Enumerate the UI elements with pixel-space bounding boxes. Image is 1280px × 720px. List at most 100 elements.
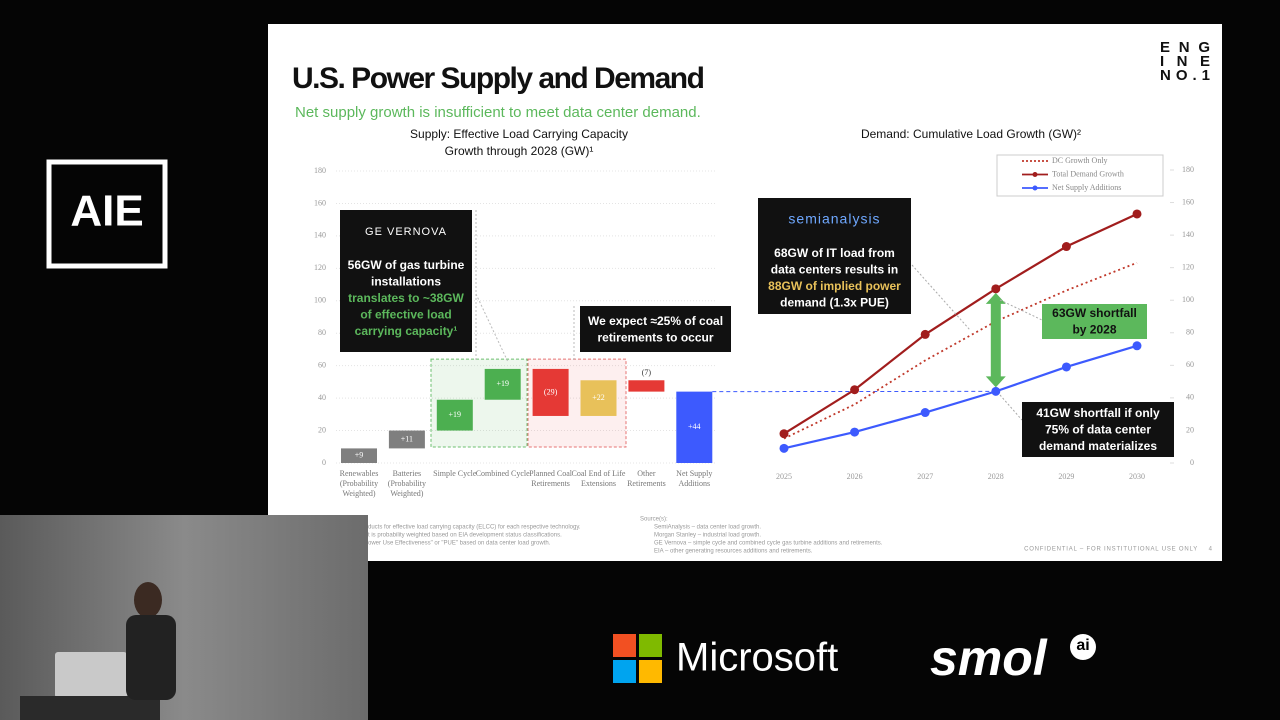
y-tick-label: 140 — [314, 231, 326, 240]
callout-text: retirements to occur — [597, 331, 713, 345]
bar — [628, 380, 665, 392]
footnote: ower Use Effectiveness" or "PUE" based o… — [368, 541, 551, 547]
callout-brand: GE VERNOVA — [365, 226, 447, 238]
chart-title: Supply: Effective Load Carrying Capacity — [410, 127, 628, 141]
y-tick-label: 40 — [1186, 393, 1194, 402]
x-tick-label: 2025 — [776, 472, 792, 481]
y-tick-label: 0 — [1190, 458, 1194, 467]
point — [991, 386, 1001, 396]
y-tick-label: 160 — [1182, 197, 1194, 206]
value-label: +11 — [401, 434, 413, 443]
callout-brand: semianalysis — [788, 211, 880, 227]
legend-label: Total Demand Growth — [1052, 169, 1124, 178]
footnote: t is probability weighted based on EIA d… — [368, 533, 562, 539]
x-tick-label: 2026 — [847, 472, 863, 481]
point — [850, 427, 860, 437]
speaker-body — [126, 615, 176, 700]
value-label: +9 — [355, 451, 364, 460]
legend-marker — [1032, 185, 1038, 191]
x-tick-label: 2027 — [917, 472, 933, 481]
chart-title: Growth through 2028 (GW)¹ — [445, 144, 594, 158]
y-tick-label: 80 — [318, 328, 326, 337]
callout-box — [340, 210, 472, 352]
legend-label: Net Supply Additions — [1052, 183, 1121, 192]
series-line — [783, 212, 1138, 435]
callout-leader — [999, 394, 1023, 421]
y-tick-label: 180 — [1182, 165, 1194, 174]
ms-logo-red — [613, 634, 636, 657]
callout-text: of effective load — [360, 308, 451, 322]
value-label: +19 — [496, 379, 509, 388]
slide-subtitle: Net supply growth is insufficient to mee… — [295, 104, 701, 121]
callout-text: 56GW of gas turbine — [348, 258, 465, 272]
x-tick-label-text: Net Supply Additions — [676, 469, 713, 488]
point — [920, 408, 930, 418]
bar — [484, 368, 521, 400]
source: SemiAnalysis – data center load growth. — [654, 525, 761, 531]
bar — [580, 380, 617, 416]
callout-text: 75% of data center — [1045, 423, 1151, 437]
callout-box — [580, 306, 731, 352]
x-tick-label-text: Coal End of Life Extensions — [571, 469, 626, 488]
callout-box — [758, 198, 911, 314]
y-tick-label: 120 — [314, 263, 326, 272]
callout-leader — [475, 293, 509, 363]
charts: Supply: Effective Load Carrying Capacity… — [314, 127, 1194, 498]
point — [850, 385, 860, 395]
callout-text: 63GW shortfall — [1052, 306, 1137, 320]
y-tick-label: 100 — [1182, 295, 1194, 304]
confidential: CONFIDENTIAL – FOR INSTITUTIONAL USE ONL… — [1024, 547, 1198, 553]
callout-text: installations — [371, 275, 441, 289]
callout-text: by 2028 — [1072, 323, 1116, 337]
value-label: (7) — [642, 368, 652, 377]
y-tick-label: 180 — [314, 166, 326, 175]
footnote: ducts for effective load carrying capaci… — [368, 525, 581, 531]
sponsor-microsoft: Microsoft — [676, 636, 838, 680]
shortfall-arrow — [990, 302, 1001, 378]
x-tick-label: Simple Cycle — [433, 469, 476, 478]
source: GE Vernova – simple cycle and combined c… — [654, 541, 883, 547]
callout-text: 68GW of IT load from — [774, 246, 895, 260]
point — [1132, 209, 1142, 219]
y-tick-label: 140 — [1182, 230, 1194, 239]
x-tick-label-text: Planned Coal Retirements — [529, 469, 573, 488]
ms-logo-green — [639, 634, 662, 657]
sponsor-smol: smol — [930, 630, 1048, 686]
slide-title: U.S. Power Supply and Demand — [292, 62, 704, 95]
callout-text: translates to ~38GW — [348, 291, 464, 305]
ai-badge — [1070, 634, 1096, 660]
x-tick-label-text: Renewables (Probability Weighted) — [339, 469, 379, 498]
ms-logo-blue — [613, 660, 636, 683]
y-tick-label: 20 — [318, 425, 326, 434]
y-tick-label: 40 — [318, 393, 326, 402]
x-tick-label: 2028 — [988, 472, 1004, 481]
arrow-head — [985, 292, 1006, 304]
point — [991, 284, 1001, 294]
bar — [341, 448, 377, 463]
x-tick-label-text: Other Retirements — [627, 469, 666, 488]
value-label: +22 — [592, 393, 605, 402]
point — [920, 329, 930, 339]
logo-line: NO.1 — [1160, 67, 1210, 84]
speaker — [134, 582, 162, 618]
legend-frame — [996, 154, 1164, 197]
x-tick-label: Net Supply Additions — [676, 469, 713, 488]
page-number: 4 — [1209, 547, 1213, 553]
y-tick-label: 120 — [1182, 262, 1194, 271]
callout-text: 88GW of implied power — [768, 279, 901, 293]
point — [1061, 242, 1071, 252]
series-line — [783, 344, 1138, 450]
arrow-head — [985, 376, 1006, 388]
callout-text: carrying capacity¹ — [355, 324, 458, 338]
y-tick-label: 160 — [314, 198, 326, 207]
y-tick-label: 100 — [314, 296, 326, 305]
x-tick-label: Combined Cycle — [476, 469, 530, 478]
y-tick-label: 60 — [318, 360, 326, 369]
bar — [532, 368, 569, 416]
value-label: +19 — [449, 410, 462, 419]
x-tick-label: Renewables (Probability Weighted) — [339, 469, 379, 498]
laptop — [55, 652, 127, 698]
y-tick-label: 80 — [1186, 328, 1194, 337]
legend-marker — [1032, 172, 1038, 177]
